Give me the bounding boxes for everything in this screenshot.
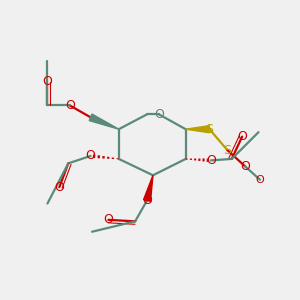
Text: O: O	[206, 154, 216, 167]
Text: O: O	[54, 181, 64, 194]
Text: O: O	[154, 108, 164, 121]
Text: S: S	[206, 123, 213, 136]
Text: O: O	[256, 175, 264, 185]
Text: S: S	[223, 143, 231, 157]
Text: O: O	[43, 75, 52, 88]
Text: O: O	[240, 160, 250, 173]
Text: O: O	[85, 149, 95, 162]
Text: O: O	[142, 194, 152, 207]
Text: O: O	[65, 99, 75, 112]
Polygon shape	[89, 114, 119, 129]
Polygon shape	[144, 175, 153, 201]
Text: O: O	[237, 130, 247, 143]
Text: O: O	[103, 213, 113, 226]
Polygon shape	[186, 126, 209, 133]
